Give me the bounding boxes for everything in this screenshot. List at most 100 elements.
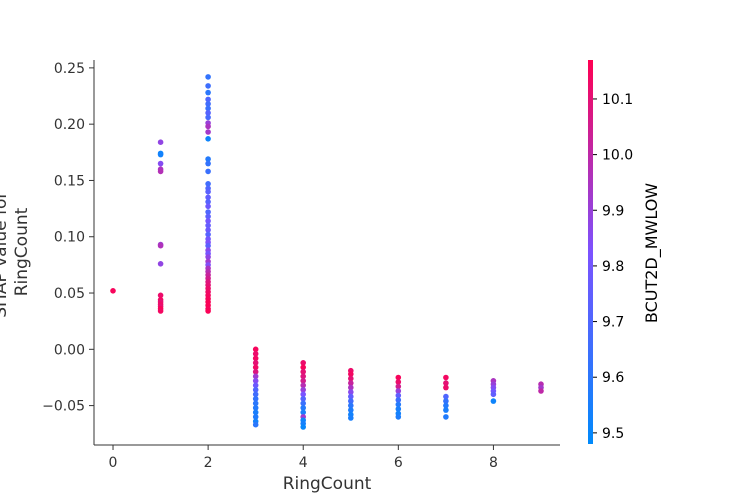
data-point [110,288,116,294]
data-point [205,218,211,224]
x-tick-label: 6 [394,455,403,471]
data-point [300,396,307,402]
data-point [205,89,211,96]
data-point [395,406,402,412]
data-point [205,194,211,201]
data-point [205,308,211,314]
data-point [157,139,164,145]
data-point [252,382,259,389]
x-ticks: 0 2 4 6 8 [109,445,498,471]
colorbar-tick-label: 9.7 [602,315,624,331]
data-point [205,227,211,233]
data-point [348,384,354,391]
data-point [395,392,402,399]
data-point [205,242,211,249]
data-point [252,373,259,380]
data-point [252,346,259,353]
y-axis-label-line-2: RingCount [12,207,32,296]
colorbar-tick-label: 9.8 [602,259,624,275]
data-point [157,151,164,158]
data-point [300,400,307,407]
data-point [205,136,211,142]
data-point [205,254,211,260]
data-point [205,199,211,205]
data-point [300,409,307,416]
data-point [157,308,164,314]
data-point [348,407,354,413]
data-point [395,414,402,420]
data-point [252,387,259,393]
data-point [443,380,449,386]
data-point [157,168,164,175]
data-point [205,83,211,89]
data-point [252,409,259,416]
x-tick-label: 0 [109,455,118,471]
data-point [205,123,211,130]
data-point [205,96,211,103]
y-axis-label: SHAP value for RingCount [0,186,32,317]
colorbar-label: BCUT2D_MWLOW [642,183,662,323]
data-point [205,222,211,229]
data-point [443,384,449,391]
data-point [490,391,497,398]
data-point [300,424,307,430]
data-point [348,398,354,404]
data-point [157,242,164,249]
data-point [205,110,211,116]
data-point [348,375,354,382]
data-point [443,398,449,404]
data-point [205,114,211,121]
colorbar-tick-label: 10.1 [602,92,633,108]
x-axis-label: RingCount [283,474,372,494]
x-tick-label: 4 [299,455,308,471]
data-point [443,374,449,381]
data-point [348,371,354,377]
y-tick-label: 0.00 [54,342,85,358]
data-point [252,400,259,407]
data-point [443,414,449,420]
data-point [300,373,307,380]
y-tick-label: 0.25 [54,61,85,77]
data-point [157,160,164,167]
data-point [252,364,259,371]
y-tick-label: 0.20 [54,117,85,133]
data-point [252,355,259,362]
data-point [205,209,211,215]
data-point [300,360,307,366]
data-point [395,401,402,408]
colorbar-tick-label: 9.9 [602,203,624,219]
y-tick-label: −0.05 [42,399,85,415]
data-point [205,156,211,162]
y-tick-label: 0.05 [54,286,85,302]
data-point [300,378,307,384]
data-points [110,74,544,430]
y-tick-label: 0.15 [54,173,85,189]
data-point [205,129,211,135]
data-point [300,391,307,398]
colorbar-tick-label: 9.6 [602,370,624,386]
data-point [348,415,354,421]
axes [93,60,560,446]
data-point [252,405,259,411]
colorbar-tick-label: 10.0 [602,148,633,164]
y-ticks: −0.05 0.00 0.05 0.10 0.15 0.20 0.25 [42,61,94,415]
data-point [252,378,259,384]
data-point [348,393,354,400]
data-point [205,101,211,107]
data-point [205,74,211,80]
data-point [490,398,497,404]
data-point [300,405,307,411]
data-point [252,369,259,375]
data-point [157,261,164,267]
data-point [395,388,402,394]
colorbar-tick-label: 9.5 [602,426,624,442]
data-point [252,421,259,428]
data-point [348,402,354,409]
data-point [205,188,211,195]
data-point [443,407,449,413]
colorbar-ticks: 9.5 9.6 9.7 9.8 9.9 10.0 10.1 [593,92,633,442]
data-point [205,213,211,220]
data-point [252,414,259,420]
data-point [252,391,259,398]
data-point [252,396,259,402]
